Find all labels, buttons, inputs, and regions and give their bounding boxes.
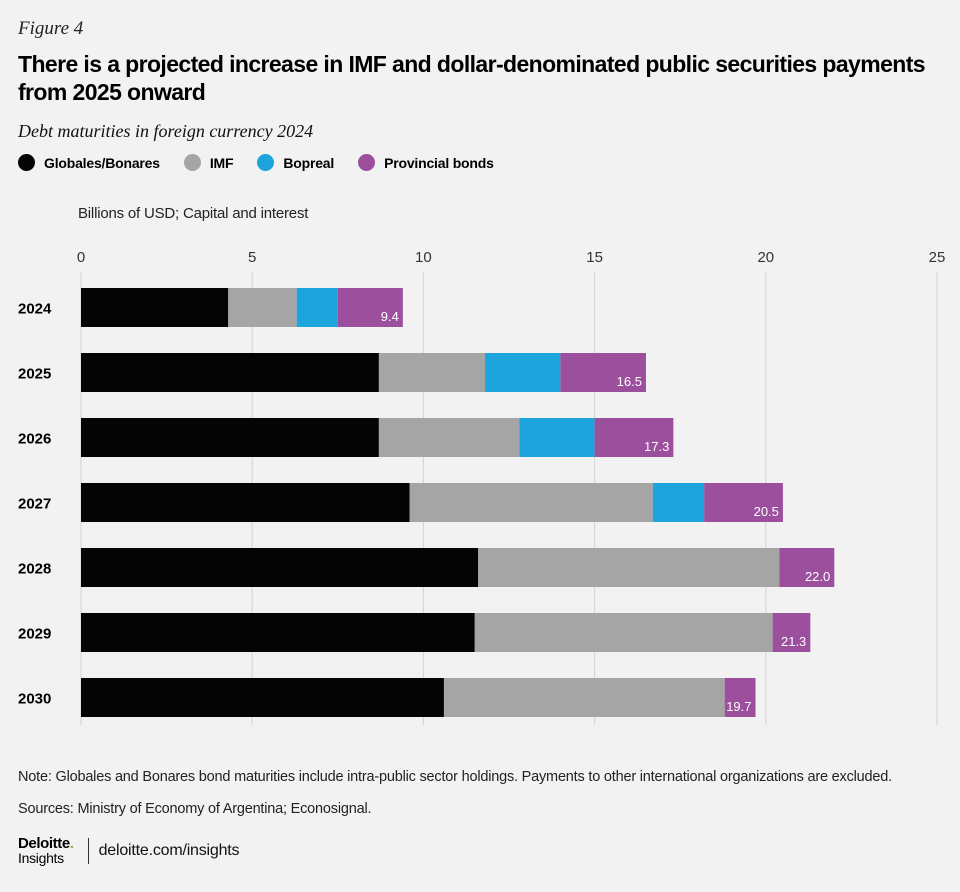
bar-segment-bopreal [652, 483, 705, 522]
bar-total-label: 20.5 [754, 504, 779, 519]
deloitte-insights-logo: Deloitte. Insights [18, 836, 74, 866]
chart-source: Sources: Ministry of Economy of Argentin… [18, 801, 372, 817]
x-tick-label: 5 [248, 249, 256, 266]
bar-segment-provincial-bonds [560, 353, 646, 392]
legend: Globales/Bonares IMF Bopreal Provincial … [18, 154, 494, 171]
bar-total-label: 19.7 [726, 699, 751, 714]
x-tick-label: 20 [757, 249, 774, 266]
bar-segment-imf [478, 548, 780, 587]
bar-segment-globales-bonares [81, 353, 379, 392]
legend-label-provincial: Provincial bonds [384, 154, 494, 171]
legend-swatch-bopreal [257, 154, 275, 171]
bar-segment-imf [409, 483, 653, 522]
bar-total-label: 21.3 [781, 634, 806, 649]
bar-segment-imf [443, 678, 725, 717]
bar-segment-provincial-bonds [594, 418, 674, 457]
y-category-label: 2030 [18, 691, 51, 708]
logo-wordmark: Deloitte. [18, 836, 74, 851]
bar-segment-globales-bonares [81, 288, 229, 327]
bar-segment-imf [474, 613, 773, 652]
figure-label: Figure 4 [18, 18, 84, 39]
y-category-label: 2026 [18, 431, 51, 448]
legend-swatch-provincial [358, 154, 376, 171]
bar-segment-globales-bonares [81, 418, 379, 457]
chart-title: There is a projected increase in IMF and… [18, 51, 926, 105]
bar-segment-imf [378, 418, 520, 457]
bar-segment-bopreal [519, 418, 595, 457]
x-tick-label: 15 [586, 249, 603, 266]
y-category-label: 2024 [18, 301, 52, 318]
bar-total-label: 17.3 [644, 439, 669, 454]
bar-segment-imf [378, 353, 486, 392]
bar-segment-imf [228, 288, 297, 327]
legend-item-bopreal: Bopreal [257, 154, 334, 171]
logo-insights: Insights [18, 850, 64, 866]
bar-segment-provincial-bonds [779, 548, 835, 587]
bar-segment-provincial-bonds [772, 613, 811, 652]
logo-wordmark-text: Deloitte [18, 835, 70, 852]
bar-segment-globales-bonares [81, 613, 475, 652]
bar-segment-globales-bonares [81, 483, 410, 522]
chart-note: Note: Globales and Bonares bond maturiti… [18, 769, 892, 785]
bar-segment-globales-bonares [81, 548, 479, 587]
footer: Deloitte. Insights deloitte.com/insights [18, 836, 240, 866]
bar-segment-globales-bonares [81, 678, 444, 717]
bar-segment-bopreal [296, 288, 338, 327]
bar-segment-provincial-bonds [337, 288, 403, 327]
legend-swatch-imf [183, 154, 201, 171]
x-tick-label: 0 [77, 249, 85, 266]
y-category-label: 2029 [18, 626, 51, 643]
chart-subtitle: Debt maturities in foreign currency 2024 [18, 121, 314, 141]
legend-item-imf: IMF [183, 154, 234, 171]
bar-total-label: 9.4 [381, 309, 399, 324]
bar-segment-bopreal [485, 353, 561, 392]
logo-green-dot: . [69, 835, 74, 852]
bar-segment-provincial-bonds [704, 483, 783, 522]
x-tick-label: 10 [415, 249, 432, 266]
legend-item-globales: Globales/Bonares [18, 154, 160, 171]
legend-label-globales: Globales/Bonares [44, 154, 160, 171]
footer-divider [87, 838, 89, 864]
deloitte-insights-link[interactable]: deloitte.com/insights [98, 842, 240, 859]
legend-item-provincial: Provincial bonds [358, 154, 494, 171]
bar-segment-provincial-bonds [724, 678, 756, 717]
y-category-label: 2028 [18, 561, 51, 578]
legend-swatch-globales [18, 154, 35, 171]
bar-total-label: 16.5 [617, 374, 642, 389]
y-category-label: 2025 [18, 366, 51, 383]
bar-total-label: 22.0 [805, 569, 830, 584]
axis-unit-label: Billions of USD; Capital and interest [78, 205, 309, 222]
legend-label-bopreal: Bopreal [283, 154, 335, 171]
legend-label-imf: IMF [209, 154, 234, 171]
x-tick-label: 25 [929, 249, 946, 266]
y-category-label: 2027 [18, 496, 51, 513]
